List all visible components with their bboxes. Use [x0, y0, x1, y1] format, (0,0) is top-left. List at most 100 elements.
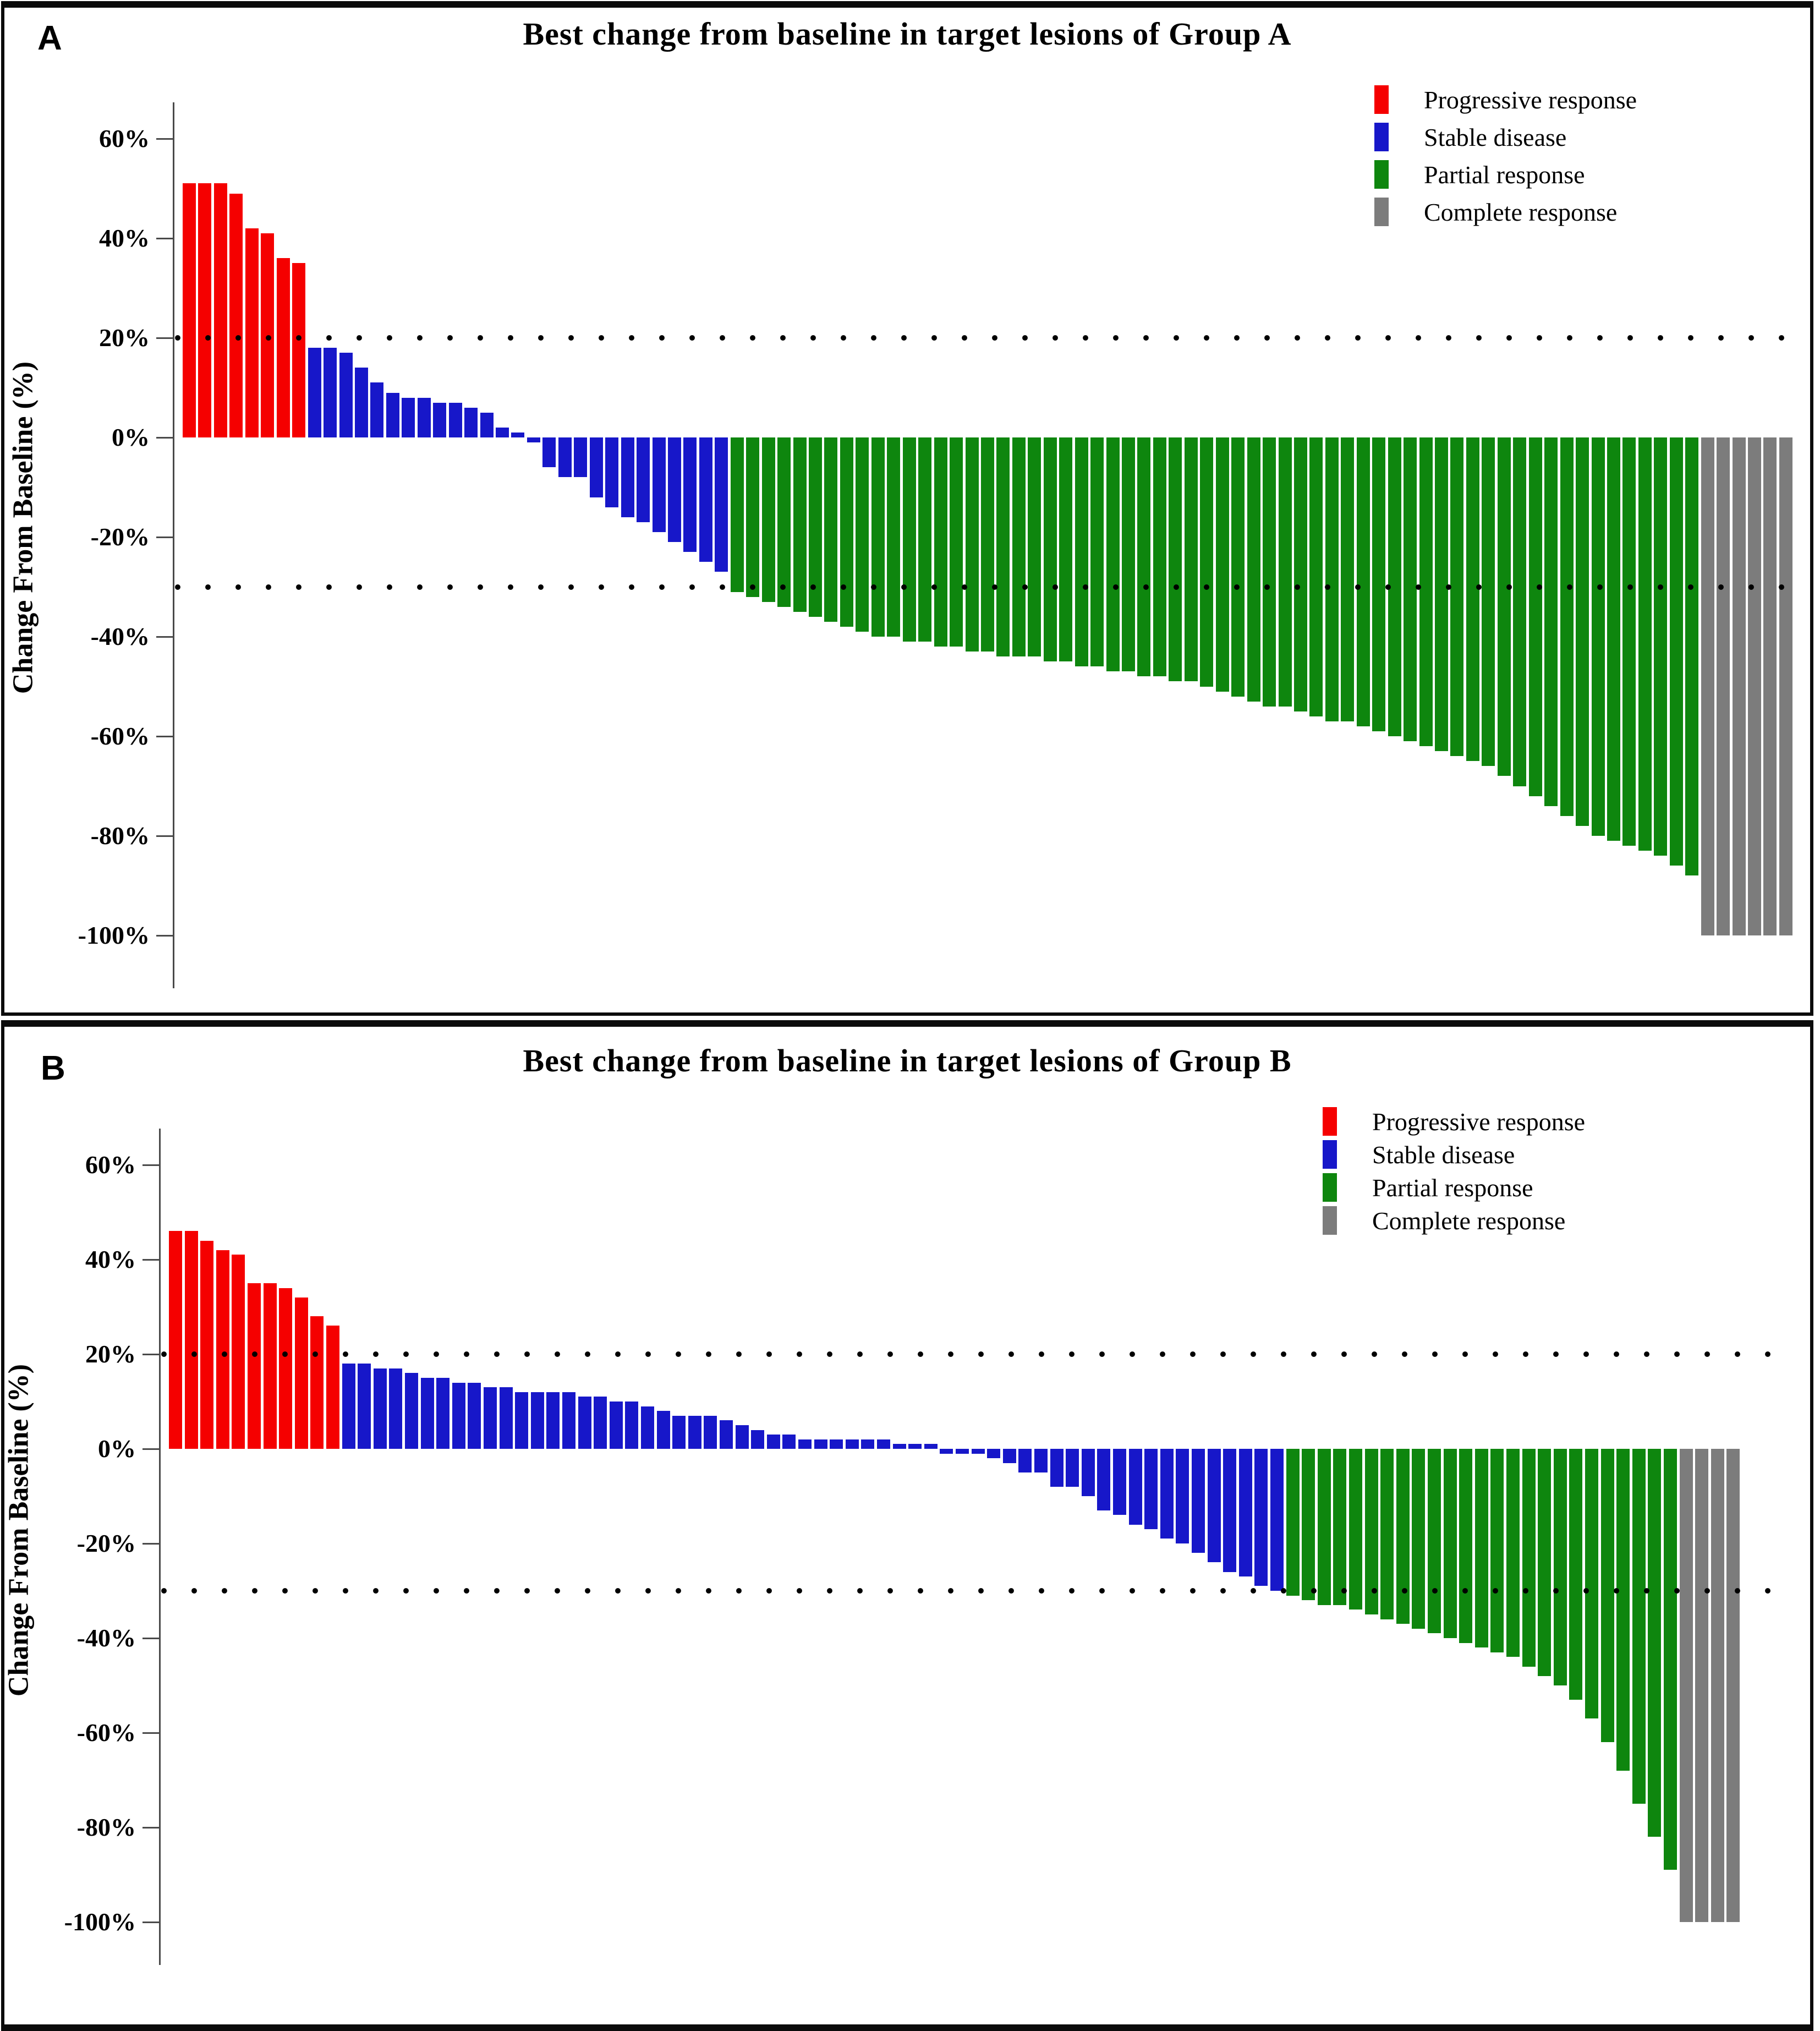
legend-label: Stable disease: [1424, 123, 1567, 151]
bar-stable-disease: [373, 1368, 387, 1449]
bar-stable-disease: [389, 1368, 403, 1449]
bar-partial-response: [902, 437, 916, 642]
bar-stable-disease: [484, 1387, 497, 1449]
bar-partial-response: [1122, 437, 1135, 672]
bar-partial-response: [1286, 1449, 1300, 1596]
bar-partial-response: [1607, 437, 1620, 841]
complete-response-swatch: [1323, 1206, 1337, 1235]
bar-partial-response: [1513, 437, 1527, 786]
bar-progressive-response: [326, 1326, 339, 1449]
panel-b: B Best change from baseline in target le…: [1, 1020, 1813, 2031]
bar-partial-response: [777, 437, 791, 607]
y-tick-label: 40%: [99, 224, 150, 252]
legend-label: Complete response: [1424, 198, 1618, 226]
bar-complete-response: [1732, 437, 1746, 935]
bar-stable-disease: [499, 1387, 513, 1449]
panel-b-plot: 60% 40% 20% 0% -20% -40% -60% -80% -100%: [4, 1027, 1810, 2024]
bar-stable-disease: [542, 437, 556, 468]
bar-partial-response: [1215, 437, 1229, 692]
legend-item-partial: Partial response: [1374, 156, 1637, 193]
bar-stable-disease: [720, 1420, 733, 1449]
bar-progressive-response: [292, 263, 306, 437]
bar-progressive-response: [229, 193, 243, 437]
panel-a-legend: Progressive response Stable disease Part…: [1374, 81, 1637, 231]
bar-stable-disease: [558, 437, 572, 478]
bar-partial-response: [1528, 437, 1542, 796]
bar-stable-disease: [924, 1444, 938, 1449]
bar-partial-response: [1380, 1449, 1394, 1619]
bar-stable-disease: [527, 437, 540, 443]
bar-stable-disease: [908, 1444, 922, 1449]
bar-partial-response: [856, 437, 869, 632]
bar-partial-response: [1669, 437, 1683, 866]
bar-stable-disease: [656, 1411, 670, 1449]
bar-progressive-response: [276, 258, 290, 437]
panel-a-title: Best change from baseline in target lesi…: [523, 16, 1292, 52]
y-tick-label: 60%: [85, 1151, 136, 1179]
bar-stable-disease: [1144, 1449, 1158, 1530]
bar-stable-disease: [652, 437, 666, 532]
legend-item-stable: Stable disease: [1374, 118, 1637, 156]
bar-partial-response: [1278, 437, 1292, 707]
bar-complete-response: [1763, 437, 1777, 935]
y-tick-mark: [156, 537, 173, 538]
bar-complete-response: [1779, 437, 1792, 935]
bar-stable-disease: [436, 1378, 450, 1449]
bar-partial-response: [840, 437, 853, 627]
bar-stable-disease: [1207, 1449, 1221, 1563]
bar-stable-disease: [354, 368, 368, 437]
bar-stable-disease: [672, 1415, 686, 1449]
threshold-dotted-line: [161, 1588, 1794, 1594]
y-tick-label: -40%: [76, 1624, 136, 1652]
progressive-response-swatch: [1374, 85, 1389, 114]
y-tick-label: 20%: [85, 1340, 136, 1368]
bar-stable-disease: [1176, 1449, 1189, 1543]
bar-partial-response: [1569, 1449, 1583, 1700]
bar-partial-response: [887, 437, 901, 637]
y-tick-mark: [142, 1543, 159, 1545]
bar-stable-disease: [358, 1364, 371, 1449]
bar-stable-disease: [1192, 1449, 1205, 1553]
bar-stable-disease: [574, 437, 588, 478]
y-tick-label: -100%: [78, 921, 150, 949]
bar-stable-disease: [1223, 1449, 1237, 1572]
bar-stable-disease: [480, 412, 494, 437]
bar-progressive-response: [183, 183, 196, 437]
y-tick-label: -60%: [76, 1718, 136, 1747]
bar-partial-response: [1309, 437, 1323, 716]
bar-partial-response: [1412, 1449, 1426, 1629]
bar-partial-response: [1576, 437, 1589, 826]
bar-stable-disease: [637, 437, 650, 522]
y-axis-line: [159, 1129, 161, 1965]
bar-complete-response: [1701, 437, 1714, 935]
bar-complete-response: [1679, 1449, 1693, 1922]
bar-stable-disease: [845, 1439, 859, 1449]
legend-label: Stable disease: [1372, 1140, 1515, 1169]
y-tick-mark: [142, 1259, 159, 1261]
bar-partial-response: [1428, 1449, 1441, 1634]
bar-partial-response: [761, 437, 775, 602]
panel-a: A Best change from baseline in target le…: [1, 1, 1813, 1016]
bar-stable-disease: [605, 437, 619, 507]
bar-stable-disease: [324, 348, 337, 437]
bar-stable-disease: [546, 1392, 560, 1449]
legend-label: Progressive response: [1372, 1107, 1586, 1136]
bar-progressive-response: [216, 1250, 229, 1449]
bar-complete-response: [1726, 1449, 1740, 1922]
bar-stable-disease: [814, 1439, 827, 1449]
bar-stable-disease: [704, 1415, 717, 1449]
y-tick-mark: [156, 935, 173, 937]
bar-partial-response: [824, 437, 838, 622]
bar-partial-response: [1490, 1449, 1504, 1652]
bar-stable-disease: [405, 1373, 418, 1449]
bar-stable-disease: [735, 1425, 749, 1449]
bar-partial-response: [1302, 1449, 1315, 1601]
bar-stable-disease: [589, 437, 603, 497]
panel-a-y-axis-title: Change From Baseline (%): [7, 361, 39, 694]
bar-stable-disease: [1002, 1449, 1016, 1463]
bar-stable-disease: [562, 1392, 575, 1449]
bar-partial-response: [809, 437, 822, 617]
bar-partial-response: [1622, 437, 1636, 846]
y-tick-label: -100%: [64, 1908, 136, 1936]
